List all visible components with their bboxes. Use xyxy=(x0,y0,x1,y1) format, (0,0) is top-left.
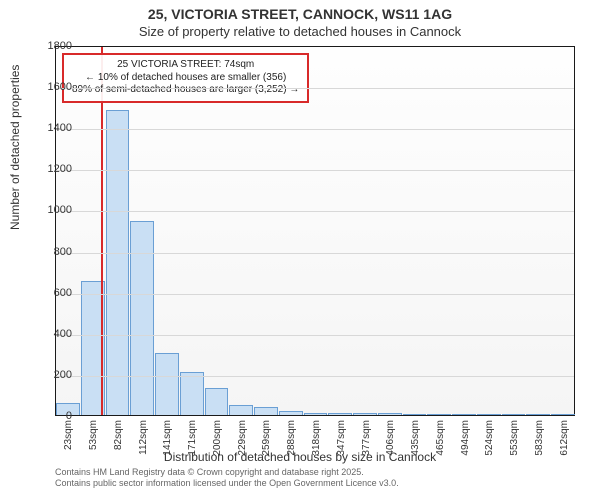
y-tick-label: 800 xyxy=(32,246,72,258)
histogram-bar xyxy=(502,414,526,415)
histogram-bar xyxy=(551,414,575,415)
x-tick-label: 171sqm xyxy=(187,420,198,456)
gridline xyxy=(56,294,574,295)
histogram-bar xyxy=(130,221,154,415)
y-tick-label: 1000 xyxy=(32,204,72,216)
x-tick-label: 200sqm xyxy=(212,420,223,456)
y-tick-label: 1800 xyxy=(32,40,72,52)
footer-line-1: Contains HM Land Registry data © Crown c… xyxy=(55,467,399,478)
info-line-3: 89% of semi-detached houses are larger (… xyxy=(72,84,299,97)
histogram-bar xyxy=(477,414,501,415)
footer-line-2: Contains public sector information licen… xyxy=(55,478,399,489)
x-tick-label: 259sqm xyxy=(261,420,272,456)
x-tick-label: 141sqm xyxy=(162,420,173,456)
histogram-bar xyxy=(526,414,550,415)
histogram-bar xyxy=(279,411,303,415)
chart-plot-area: 25 VICTORIA STREET: 74sqm ← 10% of detac… xyxy=(55,46,575,416)
gridline xyxy=(56,376,574,377)
x-tick-label: 524sqm xyxy=(484,420,495,456)
histogram-bar xyxy=(254,407,278,415)
y-tick-label: 1200 xyxy=(32,163,72,175)
x-tick-label: 583sqm xyxy=(534,420,545,456)
gridline xyxy=(56,88,574,89)
gridline xyxy=(56,129,574,130)
chart-subtitle: Size of property relative to detached ho… xyxy=(0,24,600,39)
gridline xyxy=(56,335,574,336)
x-tick-label: 465sqm xyxy=(435,420,446,456)
x-tick-label: 553sqm xyxy=(509,420,520,456)
y-tick-label: 400 xyxy=(32,328,72,340)
x-tick-label: 347sqm xyxy=(336,420,347,456)
x-tick-label: 53sqm xyxy=(88,420,99,450)
x-tick-label: 82sqm xyxy=(113,420,124,450)
reference-info-box: 25 VICTORIA STREET: 74sqm ← 10% of detac… xyxy=(62,53,309,103)
x-tick-label: 406sqm xyxy=(385,420,396,456)
histogram-bar xyxy=(229,405,253,415)
histogram-bar xyxy=(205,388,229,415)
x-tick-label: 377sqm xyxy=(361,420,372,456)
histogram-bar xyxy=(403,414,427,415)
y-tick-label: 1600 xyxy=(32,81,72,93)
chart-title-block: 25, VICTORIA STREET, CANNOCK, WS11 1AG S… xyxy=(0,0,600,39)
histogram-bar xyxy=(328,413,352,415)
y-tick-label: 200 xyxy=(32,369,72,381)
info-line-2: ← 10% of detached houses are smaller (35… xyxy=(72,72,299,85)
x-tick-label: 229sqm xyxy=(237,420,248,456)
x-tick-label: 435sqm xyxy=(410,420,421,456)
chart-title: 25, VICTORIA STREET, CANNOCK, WS11 1AG xyxy=(0,6,600,22)
histogram-bar xyxy=(378,413,402,415)
histogram-bar xyxy=(427,414,451,415)
info-line-1: 25 VICTORIA STREET: 74sqm xyxy=(72,59,299,72)
histogram-bar xyxy=(304,413,328,415)
gridline xyxy=(56,211,574,212)
x-tick-label: 112sqm xyxy=(138,420,149,455)
gridline xyxy=(56,170,574,171)
gridline xyxy=(56,253,574,254)
y-tick-label: 600 xyxy=(32,287,72,299)
x-tick-label: 612sqm xyxy=(559,420,570,456)
x-tick-label: 288sqm xyxy=(286,420,297,456)
x-tick-label: 318sqm xyxy=(311,420,322,456)
y-tick-label: 1400 xyxy=(32,122,72,134)
histogram-bar xyxy=(106,110,130,415)
histogram-bar xyxy=(353,413,377,415)
x-tick-label: 23sqm xyxy=(63,420,74,450)
footer-attribution: Contains HM Land Registry data © Crown c… xyxy=(55,467,399,490)
x-tick-label: 494sqm xyxy=(460,420,471,456)
histogram-bar xyxy=(180,372,204,415)
histogram-bar xyxy=(452,414,476,415)
y-axis-title: Number of detached properties xyxy=(8,65,22,230)
histogram-bar xyxy=(155,353,179,415)
